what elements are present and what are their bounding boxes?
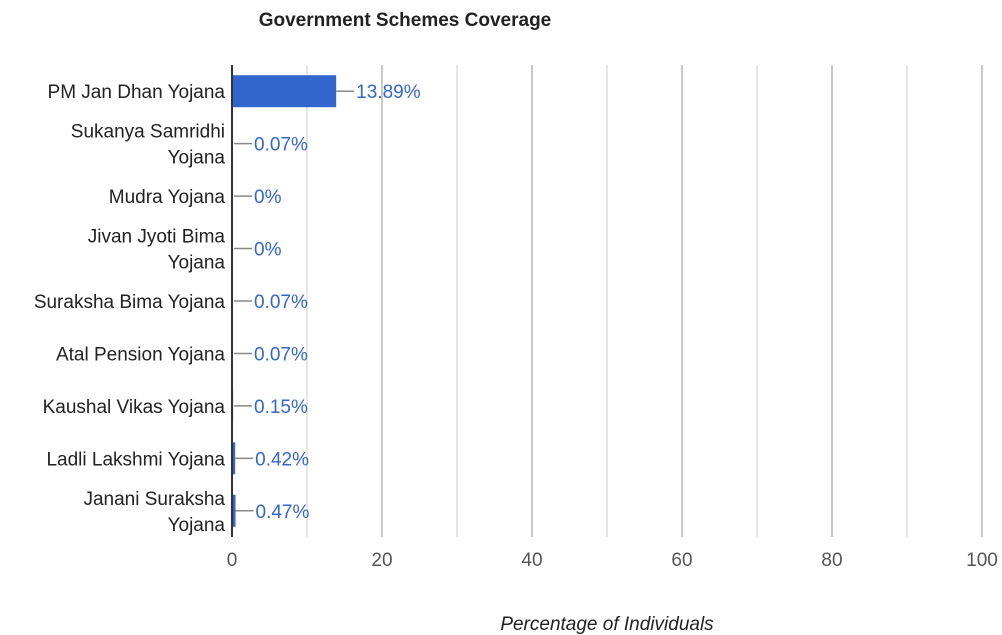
leader-lines: [234, 90, 355, 512]
bar: [232, 494, 236, 527]
category-label: Atal Pension Yojana: [56, 344, 225, 365]
x-tick-label: 100: [966, 550, 998, 571]
data-label: 0.47%: [256, 502, 310, 523]
category-label: Suraksha Bima Yojana: [34, 292, 226, 313]
data-labels: 13.89% 0.07% 0% 0% 0.07% 0.07% 0.15% 0.42% 0.47%: [254, 82, 421, 523]
x-tick-labels: 0 20 40 60 80 100: [227, 550, 998, 571]
category-label: Kaushal Vikas Yojana: [43, 397, 226, 418]
category-label: Sukanya Samridhi Yojana: [71, 122, 226, 169]
x-tick-label: 80: [821, 550, 842, 571]
bar: [232, 442, 236, 475]
category-label: Janani Suraksha Yojana: [83, 489, 225, 536]
bar: [232, 75, 337, 108]
x-tick-label: 0: [227, 550, 238, 571]
category-label: Mudra Yojana: [109, 187, 226, 208]
category-label: PM Jan Dhan Yojana: [48, 82, 226, 103]
chart-title: Government Schemes Coverage: [259, 10, 552, 31]
x-tick-label: 60: [671, 550, 692, 571]
gridlines: [306, 65, 983, 537]
category-label: Jivan Jyoti Bima Yojana: [88, 227, 226, 274]
x-axis-label: Percentage of Individuals: [500, 614, 714, 635]
x-tick-label: 20: [371, 550, 392, 571]
category-labels: PM Jan Dhan Yojana Sukanya Samridhi Yojana…: [34, 82, 226, 536]
data-label: 0.15%: [254, 397, 308, 418]
data-label: 0.42%: [255, 449, 309, 470]
data-label: 0%: [254, 240, 282, 261]
data-label: 0.07%: [254, 135, 308, 156]
data-label: 13.89%: [356, 82, 421, 103]
x-tick-label: 40: [521, 550, 542, 571]
data-label: 0%: [254, 187, 282, 208]
category-label: Ladli Lakshmi Yojana: [46, 449, 225, 470]
data-label: 0.07%: [254, 292, 308, 313]
data-label: 0.07%: [254, 344, 308, 365]
